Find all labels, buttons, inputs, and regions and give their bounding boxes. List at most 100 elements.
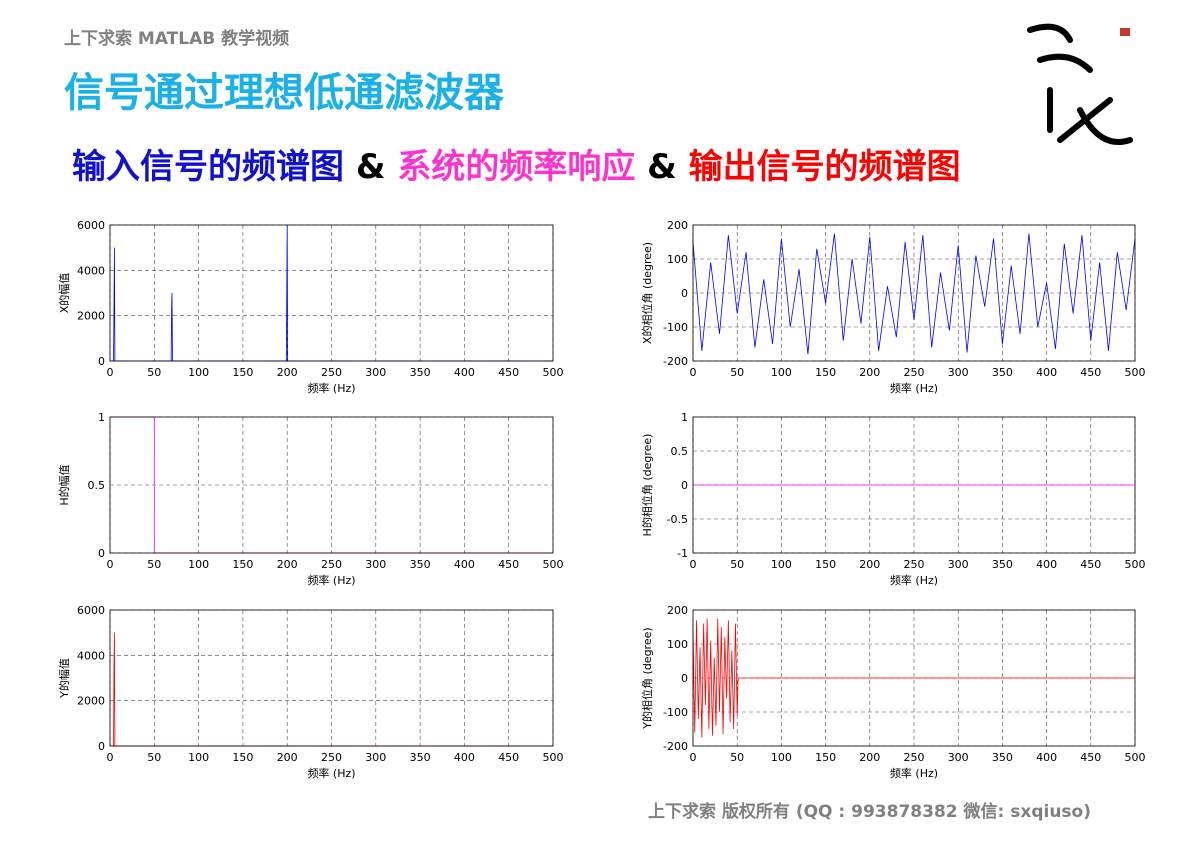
- x-tick-label: 500: [1125, 558, 1146, 571]
- y-tick-label: 0: [98, 740, 105, 753]
- x-tick-label: 400: [454, 751, 475, 764]
- y-tick-label: 2000: [77, 310, 105, 323]
- subtitle-part: &: [344, 147, 397, 187]
- plot-frame: [109, 609, 554, 747]
- x-axis-label: 频率 (Hz): [890, 381, 938, 395]
- x-axis-label: 频率 (Hz): [307, 381, 355, 395]
- x-tick-label: 500: [543, 751, 564, 764]
- x-tick-label: 50: [147, 558, 161, 571]
- y-tick-label: 0.5: [671, 445, 689, 458]
- x-axis-label: 频率 (Hz): [890, 573, 938, 587]
- x-tick-label: 200: [277, 366, 298, 379]
- x-tick-label: 450: [498, 558, 519, 571]
- y-tick-label: 1: [681, 411, 688, 424]
- x-tick-label: 350: [992, 751, 1013, 764]
- x-tick-label: 50: [730, 558, 744, 571]
- x-tick-label: 200: [277, 751, 298, 764]
- x-tick-label: 450: [1080, 558, 1101, 571]
- y-tick-label: -0.5: [667, 513, 688, 526]
- footer: 上下求索 版权所有 (QQ : 993878382 微信: sxqiuso): [648, 801, 1091, 822]
- x-tick-label: 500: [543, 558, 564, 571]
- x-tick-label: 300: [948, 558, 969, 571]
- x-axis-label: 频率 (Hz): [307, 573, 355, 587]
- x-tick-label: 50: [147, 366, 161, 379]
- x-tick-label: 250: [321, 366, 342, 379]
- y-tick-label: 0.5: [88, 479, 106, 492]
- plot-frame: [692, 416, 1136, 554]
- y-tick-label: 0: [681, 287, 688, 300]
- x-tick-label: 450: [498, 366, 519, 379]
- y-tick-label: 6000: [77, 219, 105, 232]
- x-tick-label: 0: [690, 366, 697, 379]
- x-tick-label: 200: [277, 558, 298, 571]
- title: 信号通过理想低通滤波器: [64, 70, 505, 116]
- x-tick-label: 350: [992, 366, 1013, 379]
- x-tick-label: 200: [859, 558, 880, 571]
- subtitle: 输入信号的频谱图 & 系统的频率响应 & 输出信号的频谱图: [72, 147, 961, 187]
- x-tick-label: 250: [904, 558, 925, 571]
- x-axis-label: 频率 (Hz): [890, 766, 938, 780]
- x-tick-label: 0: [107, 558, 114, 571]
- y-tick-label: 200: [667, 604, 688, 617]
- y-tick-label: -100: [663, 706, 688, 719]
- x-tick-label: 450: [1080, 751, 1101, 764]
- x-tick-label: 250: [904, 366, 925, 379]
- y-tick-label: 0: [681, 672, 688, 685]
- x-tick-label: 450: [1080, 366, 1101, 379]
- y-tick-label: 100: [667, 638, 688, 651]
- x-tick-label: 250: [321, 751, 342, 764]
- y-axis-label: Y的幅值: [57, 658, 71, 699]
- x-tick-label: 0: [690, 751, 697, 764]
- x-tick-label: 250: [321, 558, 342, 571]
- y-tick-label: 1: [98, 411, 105, 424]
- x-axis-label: 频率 (Hz): [307, 766, 355, 780]
- x-tick-label: 350: [410, 366, 431, 379]
- y-axis-label: Y的相位角 (degree): [640, 627, 654, 729]
- y-axis-label: H的相位角 (degree): [640, 434, 654, 537]
- x-tick-label: 500: [543, 366, 564, 379]
- y-tick-label: 2000: [77, 695, 105, 708]
- y-tick-label: 200: [667, 219, 688, 232]
- x-tick-label: 300: [948, 366, 969, 379]
- x-tick-label: 150: [232, 558, 253, 571]
- data-line: [110, 224, 553, 362]
- y-tick-label: 6000: [77, 604, 105, 617]
- x-tick-label: 100: [188, 751, 209, 764]
- x-tick-label: 0: [690, 558, 697, 571]
- y-tick-label: 100: [667, 253, 688, 266]
- y-tick-label: 4000: [77, 264, 105, 277]
- subtitle-part: 输出信号的频谱图: [689, 147, 961, 187]
- x-tick-label: 50: [730, 366, 744, 379]
- x-tick-label: 400: [1036, 558, 1057, 571]
- subtitle-part: &: [635, 147, 688, 187]
- x-tick-label: 350: [410, 558, 431, 571]
- x-tick-label: 350: [992, 558, 1013, 571]
- x-tick-label: 100: [771, 366, 792, 379]
- x-tick-label: 150: [815, 751, 836, 764]
- x-tick-label: 350: [410, 751, 431, 764]
- plot-frame: [109, 416, 554, 554]
- y-axis-label: X的相位角 (degree): [640, 242, 654, 344]
- x-tick-label: 300: [365, 558, 386, 571]
- x-tick-label: 500: [1125, 751, 1146, 764]
- plot-frame: [692, 224, 1136, 362]
- x-tick-label: 50: [147, 751, 161, 764]
- y-tick-label: -1: [677, 547, 688, 560]
- x-tick-label: 150: [232, 366, 253, 379]
- x-tick-label: 100: [188, 558, 209, 571]
- x-tick-label: 100: [771, 558, 792, 571]
- x-tick-label: 300: [948, 751, 969, 764]
- x-tick-label: 50: [730, 751, 744, 764]
- x-tick-label: 0: [107, 751, 114, 764]
- x-tick-label: 250: [904, 751, 925, 764]
- x-tick-label: 200: [859, 366, 880, 379]
- y-tick-label: 4000: [77, 649, 105, 662]
- y-tick-label: -200: [663, 355, 688, 368]
- x-tick-label: 150: [232, 751, 253, 764]
- x-tick-label: 100: [188, 366, 209, 379]
- x-tick-label: 400: [1036, 366, 1057, 379]
- x-tick-label: 500: [1125, 366, 1146, 379]
- x-tick-label: 0: [107, 366, 114, 379]
